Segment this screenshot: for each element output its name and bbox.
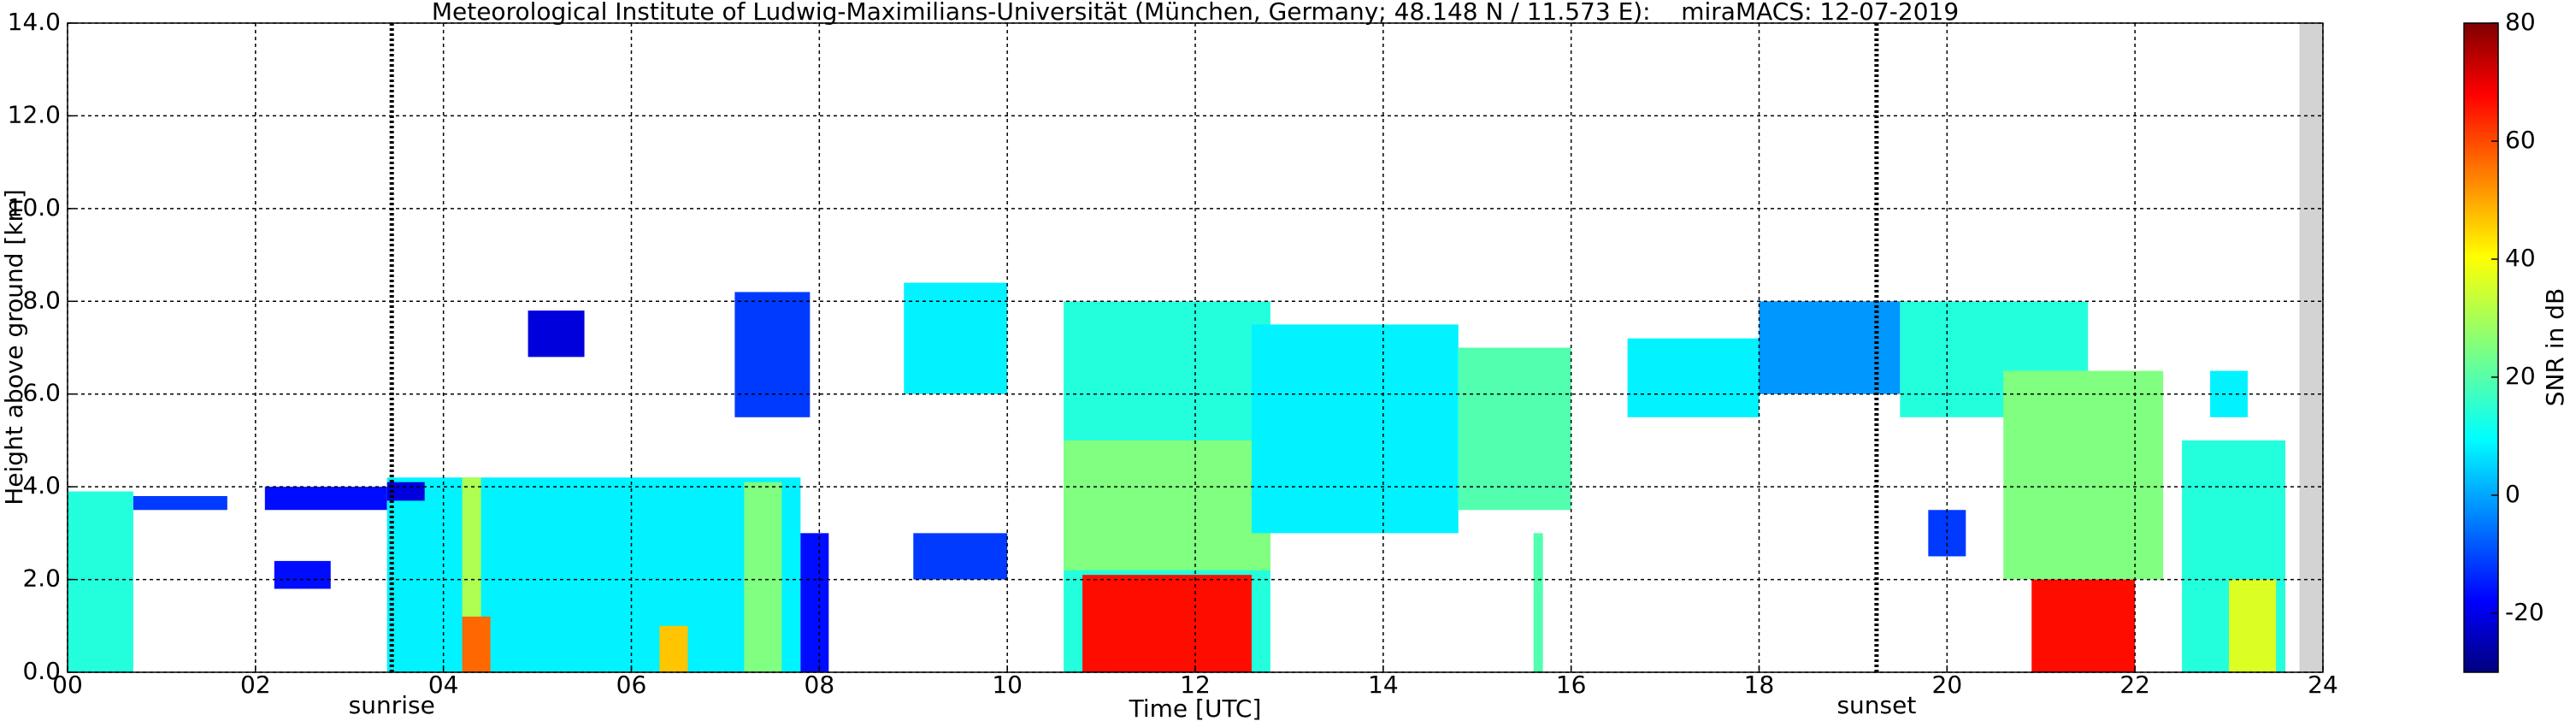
snr-cell <box>659 625 688 672</box>
snr-cell <box>913 533 1008 580</box>
snr-cell <box>1064 440 1270 570</box>
y-tick-label: 6.0 <box>22 379 61 407</box>
snr-cell <box>386 477 801 672</box>
x-tick-label: 24 <box>2308 671 2338 699</box>
snr-cell <box>274 560 331 589</box>
y-tick-label: 12.0 <box>8 100 61 128</box>
x-tick-label: 20 <box>1932 671 1963 699</box>
colorbar-tick-label: 80 <box>2505 8 2536 36</box>
x-tick-label: 14 <box>1368 671 1399 699</box>
x-tick-label: 18 <box>1744 671 1775 699</box>
snr-cell <box>2229 579 2277 672</box>
y-tick-label: 10.0 <box>8 193 61 222</box>
x-tick-label: 10 <box>992 671 1023 699</box>
x-tick-label: 12 <box>1180 671 1211 699</box>
x-tick-label: 06 <box>616 671 647 699</box>
y-tick-label: 2.0 <box>22 564 61 593</box>
y-tick-label: 14.0 <box>8 8 61 36</box>
no-data-band <box>2299 23 2323 672</box>
colorbar-tick-label: 0 <box>2505 480 2520 508</box>
colorbar-tick-label: 60 <box>2505 126 2536 154</box>
y-tick-label: 4.0 <box>22 471 61 499</box>
snr-cell <box>1533 533 1543 672</box>
colorbar <box>2463 22 2499 673</box>
colorbar-tick-label: -20 <box>2505 598 2544 626</box>
snr-cell <box>800 533 829 672</box>
x-tick-label: 04 <box>428 671 459 699</box>
x-tick-label: 00 <box>52 671 83 699</box>
snr-cell <box>2031 579 2136 672</box>
colorbar-tick-label: 40 <box>2505 244 2536 272</box>
snr-cell <box>2003 370 2164 580</box>
snr-cell <box>462 616 491 672</box>
colorbar-tick-label: 20 <box>2505 362 2536 390</box>
y-tick-label: 0.0 <box>22 657 61 685</box>
snr-cell <box>133 495 227 511</box>
snr-cell <box>1082 575 1252 672</box>
annotation-label: sunset <box>1836 691 1916 719</box>
chart-title: Meteorological Institute of Ludwig-Maxim… <box>432 0 1959 26</box>
x-tick-label: 16 <box>1556 671 1587 699</box>
x-tick-label: 02 <box>240 671 271 699</box>
x-tick-label: 08 <box>805 671 835 699</box>
snr-cell <box>1759 301 1901 394</box>
snr-cell <box>904 282 1008 394</box>
snr-cell <box>68 491 133 672</box>
snr-cell <box>264 487 387 511</box>
plot-frame <box>67 22 2324 673</box>
snr-cell <box>1251 324 1459 534</box>
y-axis-label: Height above ground [km] <box>0 189 28 505</box>
snr-cell <box>734 292 811 417</box>
snr-cell <box>744 482 782 672</box>
snr-cell <box>1627 338 1760 417</box>
snr-cell <box>1458 347 1571 511</box>
snr-cell <box>462 477 481 617</box>
colorbar-label: SNR in dB <box>2541 288 2569 406</box>
annotation-label: sunrise <box>349 691 435 719</box>
x-tick-label: 22 <box>2119 671 2150 699</box>
x-axis-label: Time [UTC] <box>1129 694 1262 723</box>
y-tick-label: 8.0 <box>22 286 61 314</box>
snr-cell <box>528 310 585 358</box>
